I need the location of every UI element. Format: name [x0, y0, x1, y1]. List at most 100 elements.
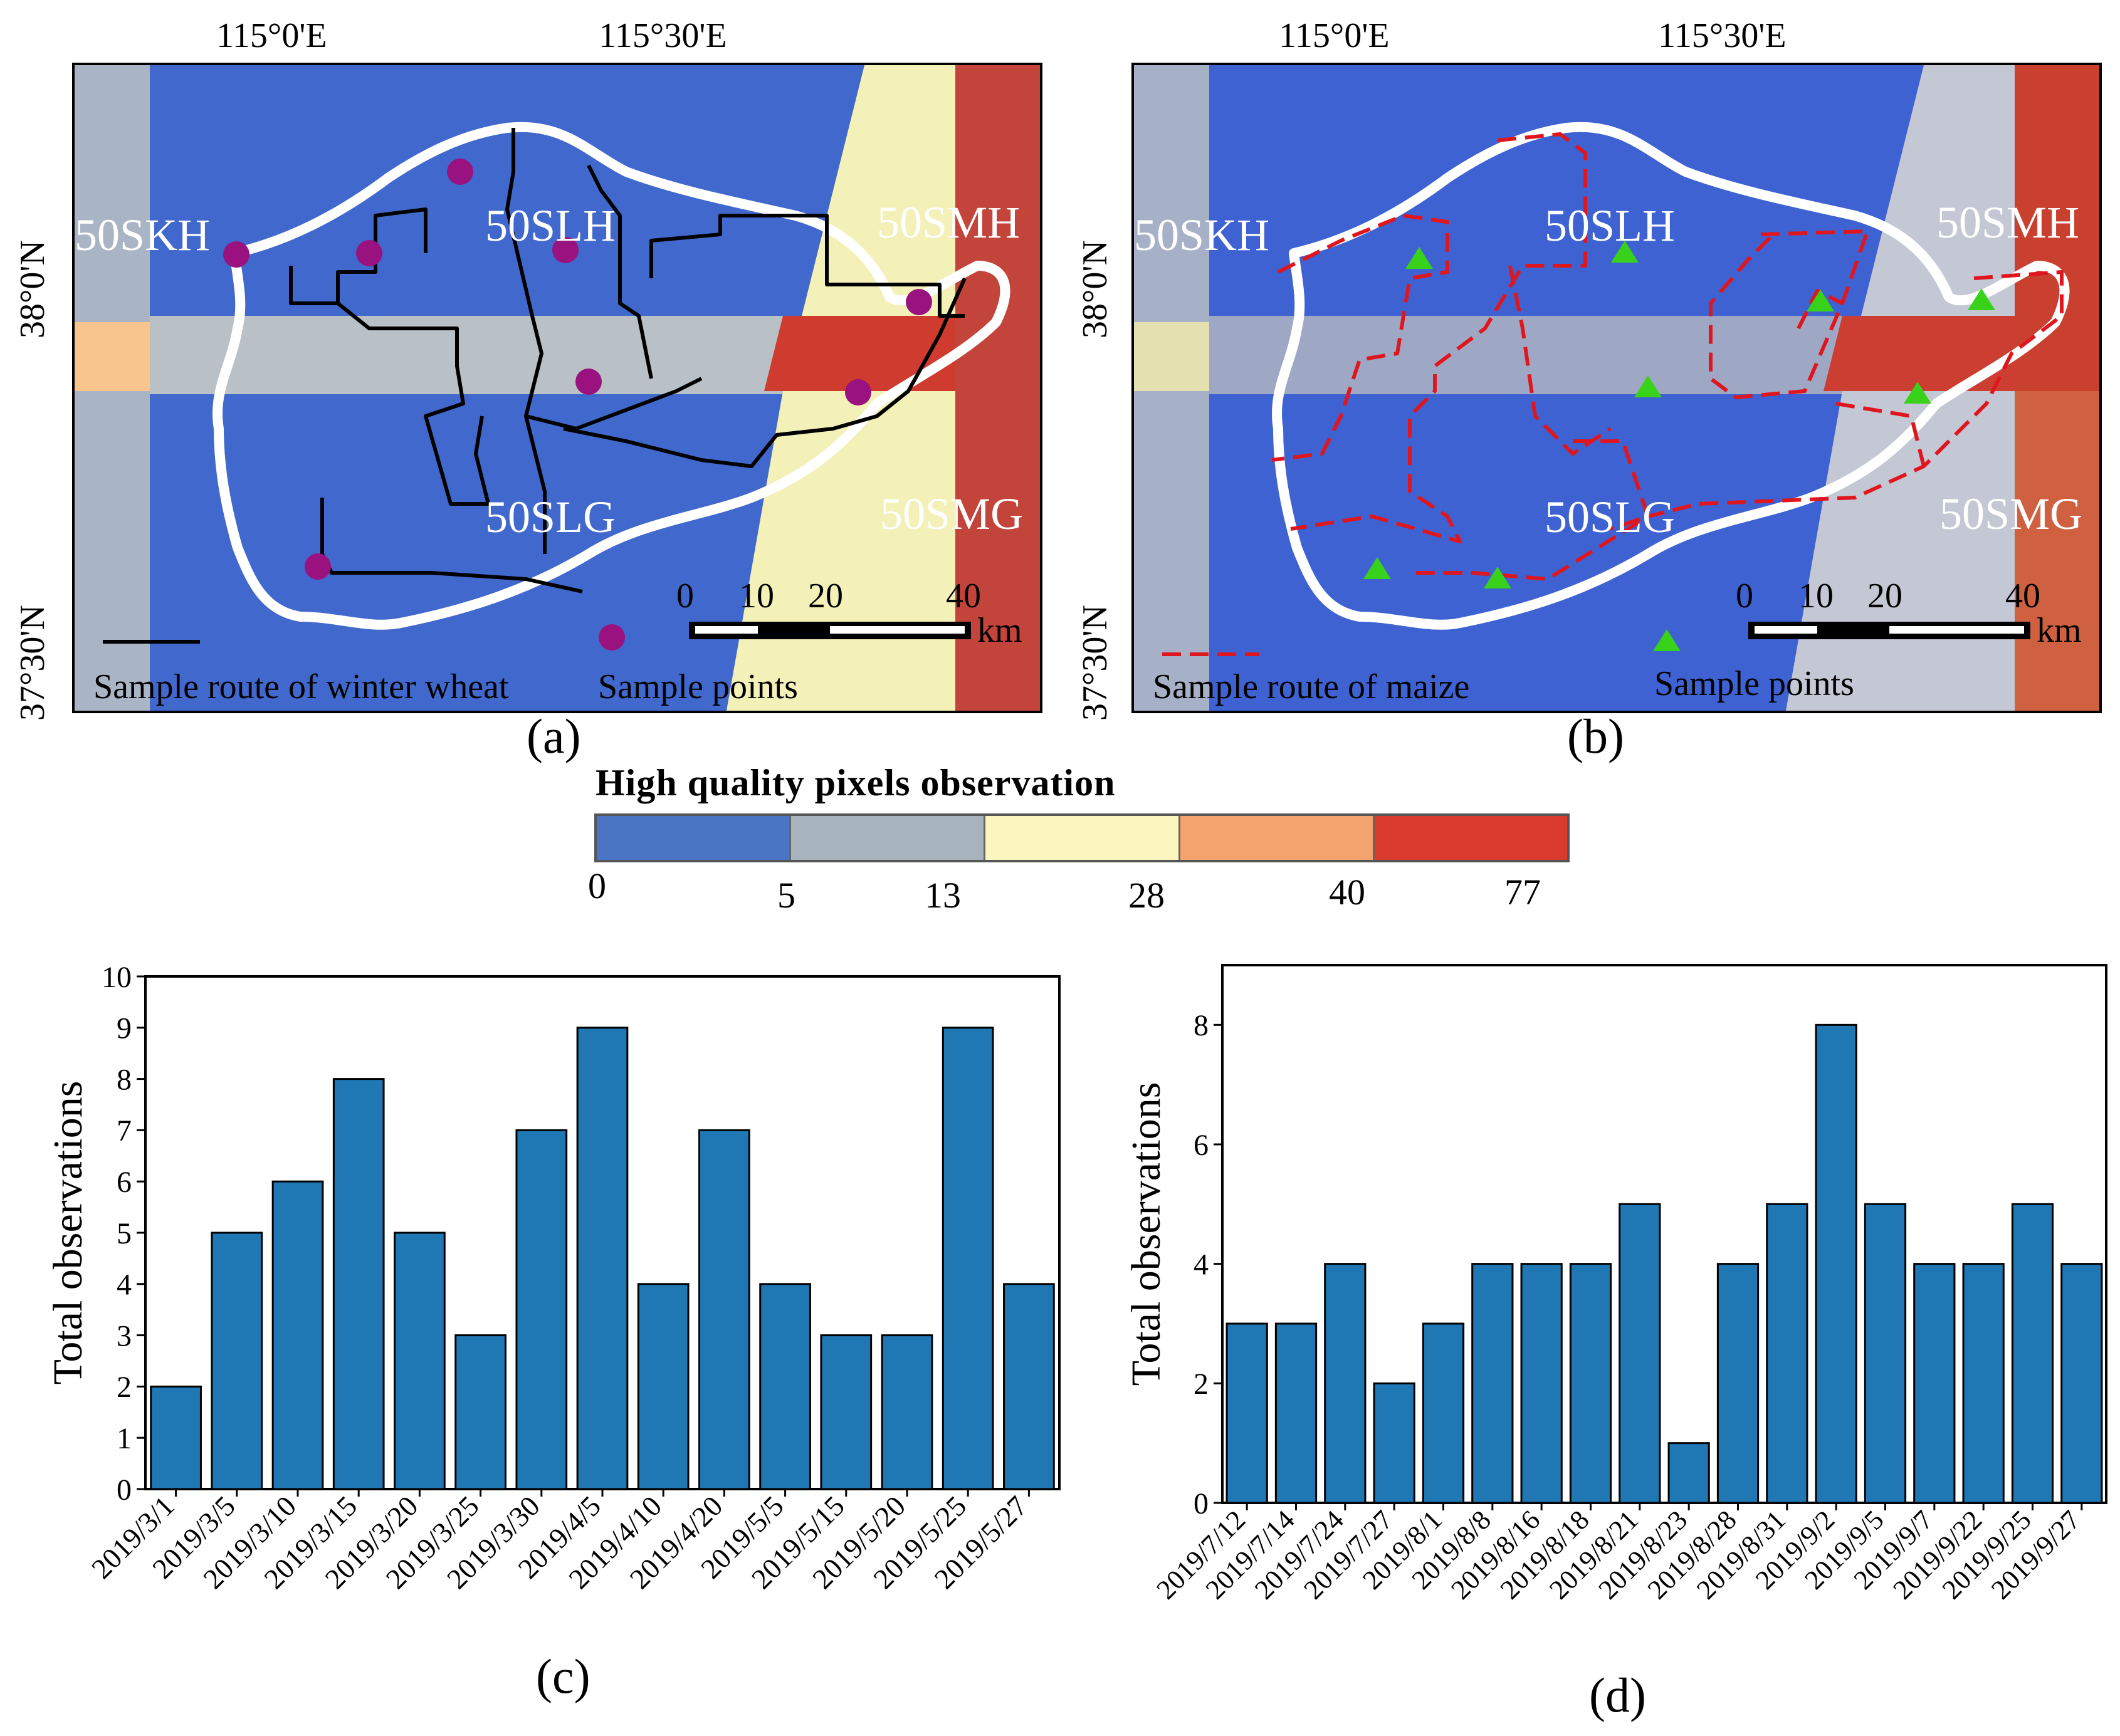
lon-label-115-0: 115°0'E — [1279, 16, 1390, 55]
legend-color-cell — [597, 816, 792, 860]
bar — [637, 1283, 690, 1490]
scale-number-10: 10 — [1798, 577, 1834, 615]
y-tick-label: 3 — [117, 1319, 132, 1352]
bar-chart-c-svg: 2019/3/12019/3/52019/3/102019/3/152019/3… — [45, 961, 1061, 1595]
bar — [698, 1129, 750, 1490]
scale-unit: km — [977, 611, 1022, 650]
y-tick-label: 10 — [102, 961, 132, 994]
bar — [881, 1334, 933, 1490]
y-tick-label: 2 — [117, 1371, 132, 1404]
y-tick-label: 8 — [1194, 1009, 1209, 1042]
bar — [454, 1334, 506, 1490]
lat-label-37-30: 37°30'N — [13, 605, 52, 721]
bar — [820, 1334, 873, 1490]
lat-label-38-0: 38°0'N — [1076, 240, 1115, 338]
map-a-canvas: 50SKH 50SLH 50SMH 50SLG 50SMG 0 10 20 40… — [72, 63, 1042, 713]
lon-label-115-30: 115°30'E — [599, 16, 727, 55]
bar — [1864, 1203, 1907, 1504]
plot-frame — [1221, 964, 2107, 1504]
y-tick-label: 9 — [117, 1012, 132, 1045]
bar-chart-d-svg: 2019/7/122019/7/142019/7/242019/7/272019… — [1123, 964, 2107, 1605]
y-tick-label: 0 — [1194, 1487, 1209, 1520]
y-tick-label: 4 — [117, 1268, 132, 1302]
tile-label-50smh: 50SMH — [877, 197, 1021, 248]
tile-label-50skh: 50SKH — [1134, 210, 1270, 260]
legend-tick-77: 77 — [1504, 872, 1541, 912]
points-legend-label: Sample points — [598, 667, 798, 706]
tile-label-50slg: 50SLG — [1545, 492, 1676, 542]
bar — [1569, 1263, 1612, 1504]
y-tick-label: 4 — [1194, 1248, 1209, 1281]
legend-color-bar — [594, 813, 1570, 862]
y-tick-label: 2 — [1194, 1367, 1209, 1401]
legend-tick-13: 13 — [925, 875, 961, 916]
bar — [1766, 1203, 1808, 1504]
bar — [1324, 1263, 1367, 1504]
bar — [576, 1027, 629, 1490]
scale-number-0: 0 — [676, 577, 694, 615]
bar — [1422, 1322, 1465, 1504]
map-a-raster — [75, 65, 1040, 711]
tile-label-50slh: 50SLH — [485, 201, 616, 251]
y-tick-label: 6 — [1194, 1129, 1209, 1162]
lon-label-115-0: 115°0'E — [216, 16, 327, 55]
tile-label-50smh: 50SMH — [1936, 197, 2080, 248]
points-legend-label: Sample points — [1654, 664, 1854, 703]
y-tick-label: 1 — [117, 1422, 132, 1455]
route-legend-label: Sample route of winter wheat — [93, 667, 509, 706]
map-b-canvas: 50SKH 50SLH 50SMH 50SLG 50SMG 0 10 20 40… — [1131, 63, 2102, 713]
bar — [211, 1231, 263, 1490]
tile-label-50skh: 50SKH — [75, 210, 211, 260]
y-tick-label: 6 — [117, 1166, 132, 1199]
bar — [1274, 1322, 1318, 1504]
scale-unit: km — [2037, 611, 2082, 650]
bar — [394, 1231, 446, 1490]
bar — [332, 1078, 385, 1490]
bar — [2011, 1203, 2054, 1504]
lon-label-115-30: 115°30'E — [1658, 16, 1787, 55]
scale-number-40: 40 — [946, 577, 981, 615]
y-tick-label: 0 — [117, 1473, 132, 1507]
bar — [759, 1283, 811, 1490]
scale-number-20: 20 — [1867, 577, 1902, 615]
y-axis-label: Total observations — [1123, 1082, 1169, 1386]
tile-label-50smg: 50SMG — [1939, 489, 2083, 539]
legend-color-cell — [1180, 816, 1375, 860]
legend-color-cell — [1374, 816, 1568, 860]
bar — [1716, 1263, 1760, 1504]
bar — [1913, 1263, 1956, 1504]
bar — [1471, 1263, 1514, 1504]
y-tick-label: 5 — [117, 1217, 132, 1250]
tile-label-50slg: 50SLG — [485, 492, 616, 542]
legend-tick-40: 40 — [1329, 872, 1365, 912]
bar — [150, 1385, 202, 1490]
bar-chart-c: 2019/3/1 2019/3/5 2019/3/10 2019/3/15 2019/3… — [0, 940, 1066, 1733]
panel-label-a: (a) — [527, 709, 581, 763]
y-axis-label: Total observations — [45, 1081, 91, 1385]
lat-label-37-30: 37°30'N — [1076, 605, 1115, 721]
bar — [2060, 1263, 2103, 1504]
legend-color-cell — [791, 816, 986, 860]
bar — [942, 1027, 994, 1490]
legend-tick-0: 0 — [588, 865, 606, 906]
y-tick-label: 8 — [117, 1063, 132, 1096]
y-tick-label: 7 — [117, 1114, 132, 1148]
route-legend-label: Sample route of maize — [1153, 667, 1470, 706]
legend-tick-5: 5 — [777, 875, 795, 916]
tile-label-50smg: 50SMG — [880, 489, 1024, 539]
bar — [1225, 1322, 1268, 1504]
tile-label-50slh: 50SLH — [1545, 201, 1676, 251]
panel-label-b: (b) — [1567, 709, 1624, 763]
bar — [1619, 1203, 1661, 1504]
bar — [1815, 1023, 1857, 1504]
bar — [515, 1129, 568, 1490]
bar — [271, 1180, 324, 1490]
scale-number-10: 10 — [739, 577, 774, 615]
legend-tick-28: 28 — [1128, 875, 1165, 916]
bar — [1962, 1263, 2005, 1504]
panel-label-c: (c) — [536, 1649, 590, 1703]
bar — [1667, 1442, 1710, 1504]
bar-chart-d: 2019/7/12 2019/7/14 2019/7/24 2019/7/27 2019… — [1103, 940, 2120, 1733]
legend-title: High quality pixels observation — [596, 762, 1116, 803]
scale-number-0: 0 — [1736, 577, 1753, 615]
